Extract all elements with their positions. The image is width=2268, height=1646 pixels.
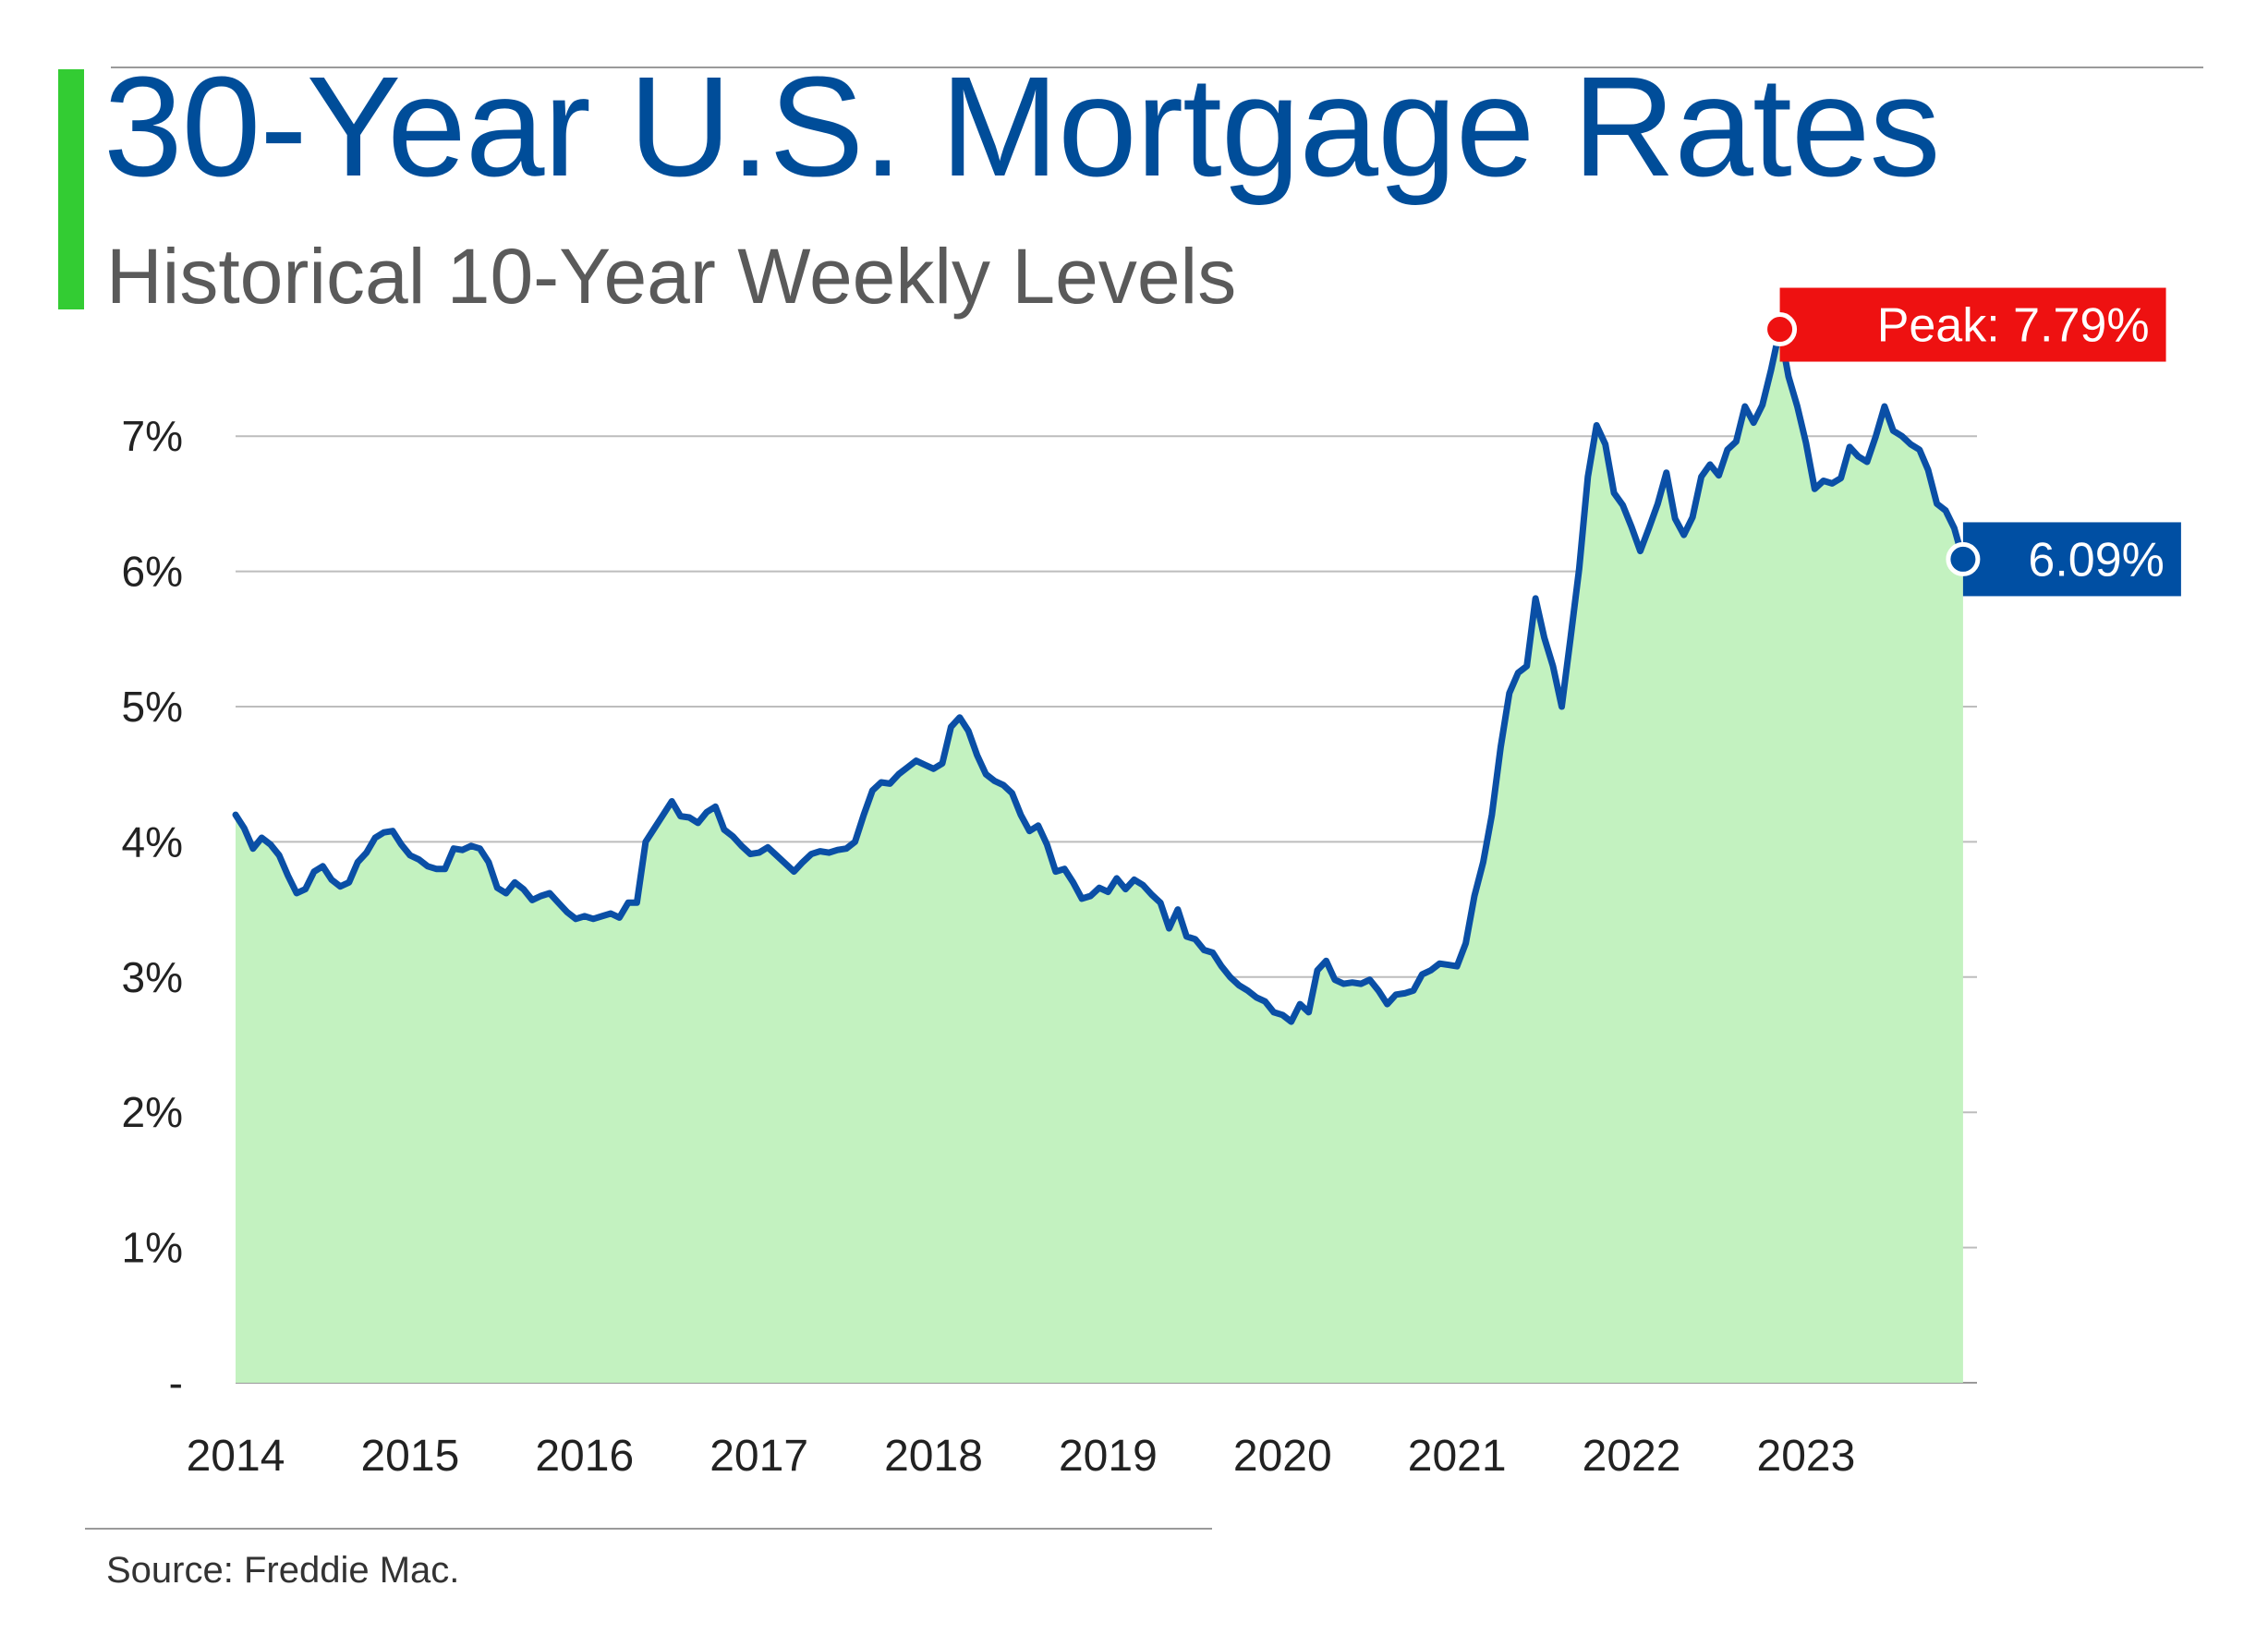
y-tick-label: 4% [122,817,183,865]
callout-box [1779,287,2166,362]
chart-subtitle: Historical 10-Year Weekly Levels [106,233,1237,320]
callout-label: 6.09% [2028,533,2164,587]
x-tick-label: 2018 [884,1432,983,1481]
accent-bar [58,69,84,309]
y-tick-label: 5% [122,683,183,731]
rate-line [232,326,1967,1025]
y-axis-ticks: - 1% 2% 3% 4% 5% 6% 7% [122,412,183,1407]
x-tick-label: 2021 [1408,1432,1507,1481]
callout-box [1962,522,2181,597]
y-tick-label: - [169,1359,183,1407]
rate-area-fill [236,329,1963,1383]
x-tick-label: 2016 [535,1432,634,1481]
latest-value-callout: 6.09% [1946,522,2181,597]
peak-callout: Peak: 7.79% [1763,287,2166,362]
callouts: Peak: 7.79% 6.09% [1763,287,2181,597]
x-tick-label: 2015 [360,1432,459,1481]
x-tick-label: 2019 [1059,1432,1158,1481]
chart-title: 30-Year U.S. Mortgage Rates [103,47,1940,206]
callout-marker [1946,541,1981,576]
y-tick-label: 6% [122,548,183,596]
callout-marker [1763,312,1798,347]
source-rule [85,1528,1212,1530]
x-tick-label: 2023 [1757,1432,1856,1481]
x-tick-label: 2020 [1233,1432,1332,1481]
x-tick-label: 2014 [187,1432,285,1481]
x-tick-label: 2017 [710,1432,808,1481]
y-tick-label: 7% [122,412,183,460]
callout-label: Peak: 7.79% [1877,299,2150,353]
x-tick-label: 2022 [1583,1432,1681,1481]
top-rule [111,67,2203,68]
y-tick-label: 2% [122,1088,183,1136]
source-note: Source: Freddie Mac. [106,1550,460,1591]
y-tick-label: 3% [122,953,183,1001]
x-axis-ticks: 2014 2015 2016 2017 2018 2019 2020 2021 2022 2023 [187,1432,1856,1481]
y-tick-label: 1% [122,1224,183,1272]
